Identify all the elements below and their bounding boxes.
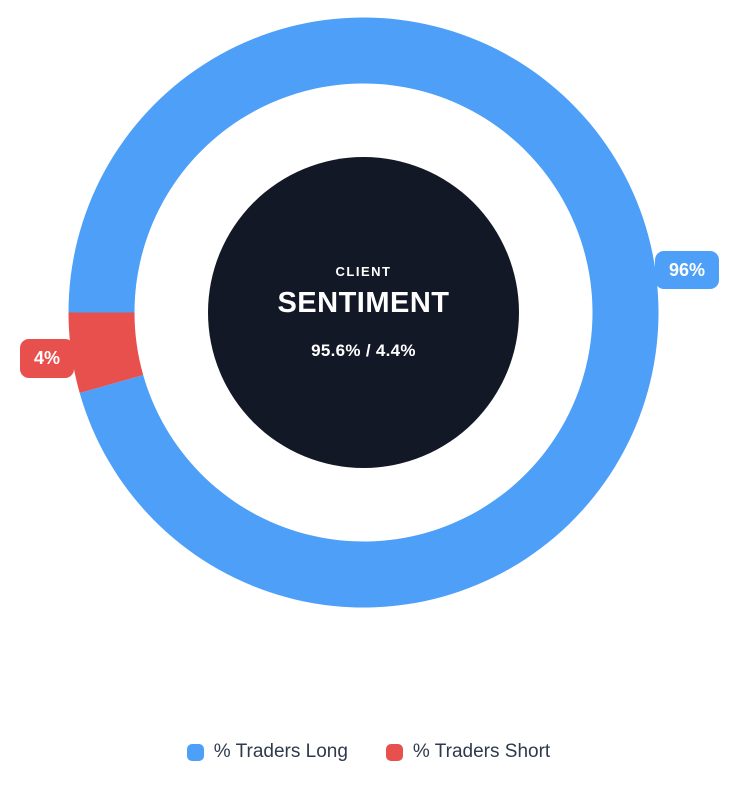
center-kicker-label: CLIENT [335, 263, 392, 279]
short-percent-badge: 4% [20, 339, 75, 378]
long-percent-badge: 96% [655, 251, 720, 289]
donut-center-disc: CLIENT SENTIMENT 95.6% / 4.4% [208, 157, 519, 468]
chart-legend: % Traders Long % Traders Short [0, 742, 737, 763]
short-legend-swatch-icon [385, 744, 403, 761]
long-legend-swatch-icon [186, 744, 204, 761]
center-title-label: SENTIMENT [277, 286, 450, 319]
legend-item-traders-short[interactable]: % Traders Short [385, 741, 551, 763]
donut-segment-short[interactable] [68, 312, 144, 394]
legend-label-traders-long: % Traders Long [213, 741, 348, 762]
legend-item-traders-long[interactable]: % Traders Long [186, 741, 348, 763]
center-ratio-value: 95.6% / 4.4% [311, 341, 416, 361]
sentiment-donut-chart[interactable] [0, 0, 737, 660]
legend-label-traders-short: % Traders Short [412, 741, 551, 762]
